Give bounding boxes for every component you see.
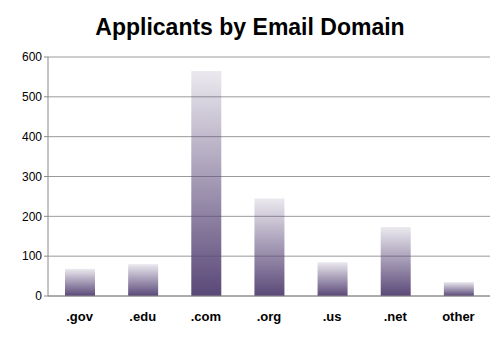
- svg-text:.net: .net: [384, 309, 408, 324]
- html-text:Applicants by Email Domain: Applicants by Email Domain: [95, 14, 405, 40]
- svg-text:.edu: .edu: [129, 309, 156, 324]
- svg-text:0: 0: [35, 289, 42, 303]
- svg-text:100: 100: [22, 249, 42, 263]
- svg-text:.org: .org: [257, 309, 282, 324]
- svg-text:200: 200: [22, 210, 42, 224]
- svg-text:300: 300: [22, 170, 42, 184]
- svg-text:.gov: .gov: [66, 309, 93, 324]
- svg-text:.com: .com: [191, 309, 221, 324]
- svg-text:.us: .us: [323, 309, 342, 324]
- svg-text:600: 600: [22, 50, 42, 64]
- svg-text:400: 400: [22, 130, 42, 144]
- svg-text:other: other: [442, 309, 475, 324]
- svg-text:500: 500: [22, 90, 42, 104]
